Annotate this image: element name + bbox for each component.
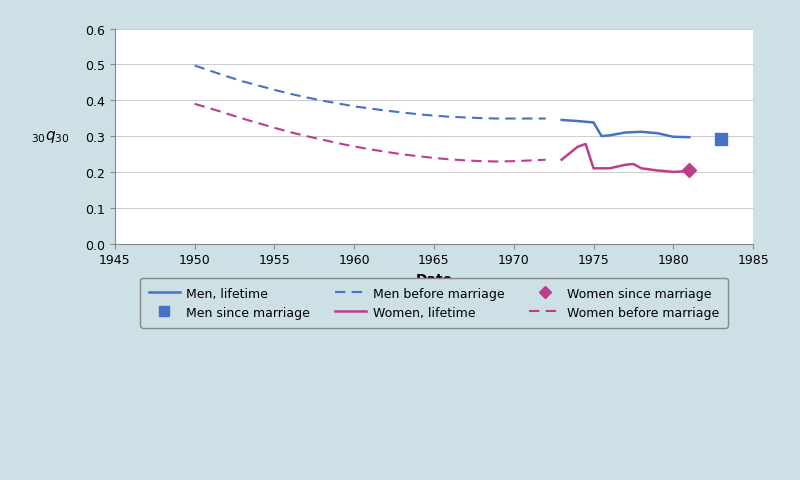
Y-axis label: $_{30}q_{30}$: $_{30}q_{30}$ (31, 129, 70, 145)
Legend: Men, lifetime, Men since marriage, Men before marriage, Women, lifetime, Women s: Men, lifetime, Men since marriage, Men b… (140, 278, 728, 328)
X-axis label: Date: Date (415, 272, 453, 286)
